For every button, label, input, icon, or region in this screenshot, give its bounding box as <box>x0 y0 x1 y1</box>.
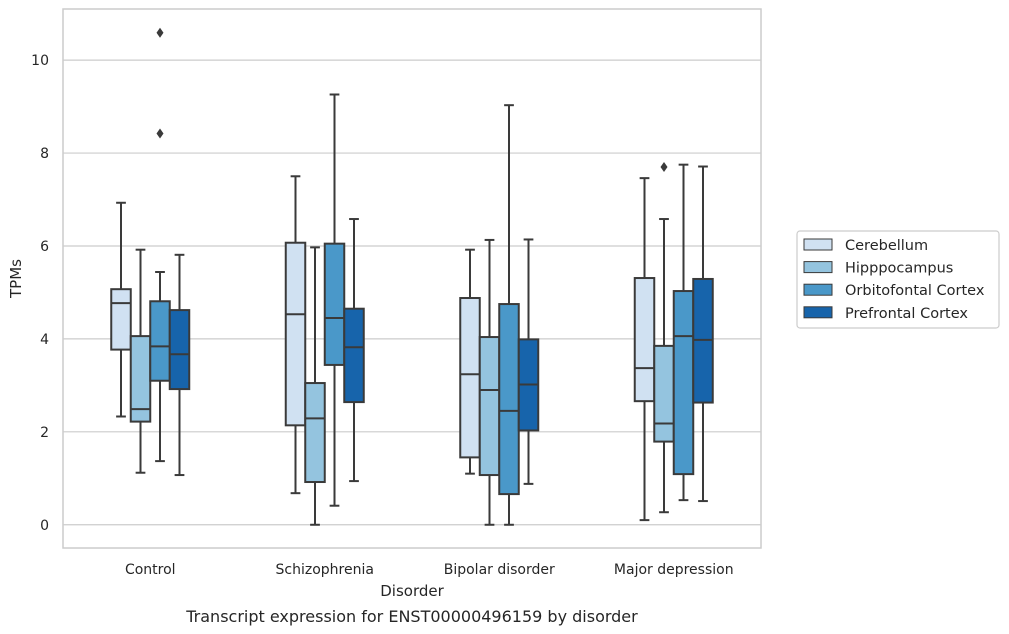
box-prefrontal-cortex <box>692 165 714 503</box>
box-hipppocampus <box>478 238 501 526</box>
legend-swatch <box>803 238 833 251</box>
legend-swatch <box>803 261 833 274</box>
y-tick-label: 4 <box>40 332 49 348</box>
x-axis-ticks: Control Schizophrenia Bipolar disorder Majo… <box>125 562 734 578</box>
box-iqr <box>149 300 171 382</box>
box-orbitofontal-cortex <box>498 104 520 526</box>
box-cerebellum <box>459 248 481 475</box>
box-hipppocampus <box>129 248 152 474</box>
y-tick-label: 0 <box>40 518 49 534</box>
legend-label: Orbitofontal Cortex <box>845 283 985 299</box>
box-iqr <box>478 336 501 477</box>
y-tick-label: 8 <box>40 146 49 162</box>
y-tick-label: 10 <box>31 53 49 69</box>
box-iqr <box>323 242 346 366</box>
box-iqr <box>633 277 656 403</box>
box-cerebellum <box>284 175 307 495</box>
box-iqr <box>304 382 326 484</box>
box-iqr <box>672 290 695 476</box>
box-prefrontal-cortex <box>517 238 540 485</box>
legend-item: Hipppocampus <box>803 261 953 277</box>
box-iqr <box>168 309 191 391</box>
box-iqr <box>653 344 675 443</box>
box-iqr <box>110 288 132 351</box>
legend-swatch <box>803 283 833 296</box>
legend-item: Orbitofontal Cortex <box>803 283 985 299</box>
legend-item: Cerebellum <box>803 238 928 254</box>
outlier-point <box>156 128 164 139</box>
legend-label: Cerebellum <box>845 238 928 254</box>
y-tick-label: 2 <box>40 425 49 441</box>
plot-area-frame <box>62 8 762 549</box>
legend-frame <box>796 230 1000 329</box>
box-groups <box>110 27 714 526</box>
box-iqr <box>343 307 365 404</box>
x-axis-label: Disorder <box>380 582 444 600</box>
outlier-point <box>660 161 668 172</box>
box-orbitofontal-cortex <box>149 27 171 463</box>
outlier-point <box>156 27 164 38</box>
legend-swatch <box>803 306 833 319</box>
box-prefrontal-cortex <box>168 253 191 477</box>
legend-label: Prefrontal Cortex <box>845 306 968 322</box>
x-tick-label: Schizophrenia <box>276 562 374 578</box>
box-iqr <box>498 303 520 496</box>
box-cerebellum <box>633 177 656 522</box>
y-axis-ticks: 0 2 4 6 8 10 <box>31 53 49 534</box>
box-hipppocampus <box>304 246 326 526</box>
legend: Cerebellum Hipppocampus Orbitofontal Corte… <box>796 230 1000 329</box>
box-orbitofontal-cortex <box>323 93 346 507</box>
grid-lines <box>63 59 761 526</box>
legend-label: Hipppocampus <box>845 261 953 277</box>
y-axis-label: TPMs <box>7 259 25 299</box>
box-iqr <box>284 241 307 427</box>
box-prefrontal-cortex <box>343 218 365 483</box>
box-hipppocampus <box>653 161 675 514</box>
box-orbitofontal-cortex <box>672 163 695 502</box>
box-cerebellum <box>110 201 132 418</box>
legend-item: Prefrontal Cortex <box>803 306 968 322</box>
x-tick-label: Bipolar disorder <box>444 562 555 578</box>
y-tick-label: 6 <box>40 239 49 255</box>
x-tick-label: Major depression <box>614 562 734 578</box>
x-tick-label: Control <box>125 562 176 578</box>
box-iqr <box>459 297 481 459</box>
chart-caption: Transcript expression for ENST0000049615… <box>185 607 638 626</box>
